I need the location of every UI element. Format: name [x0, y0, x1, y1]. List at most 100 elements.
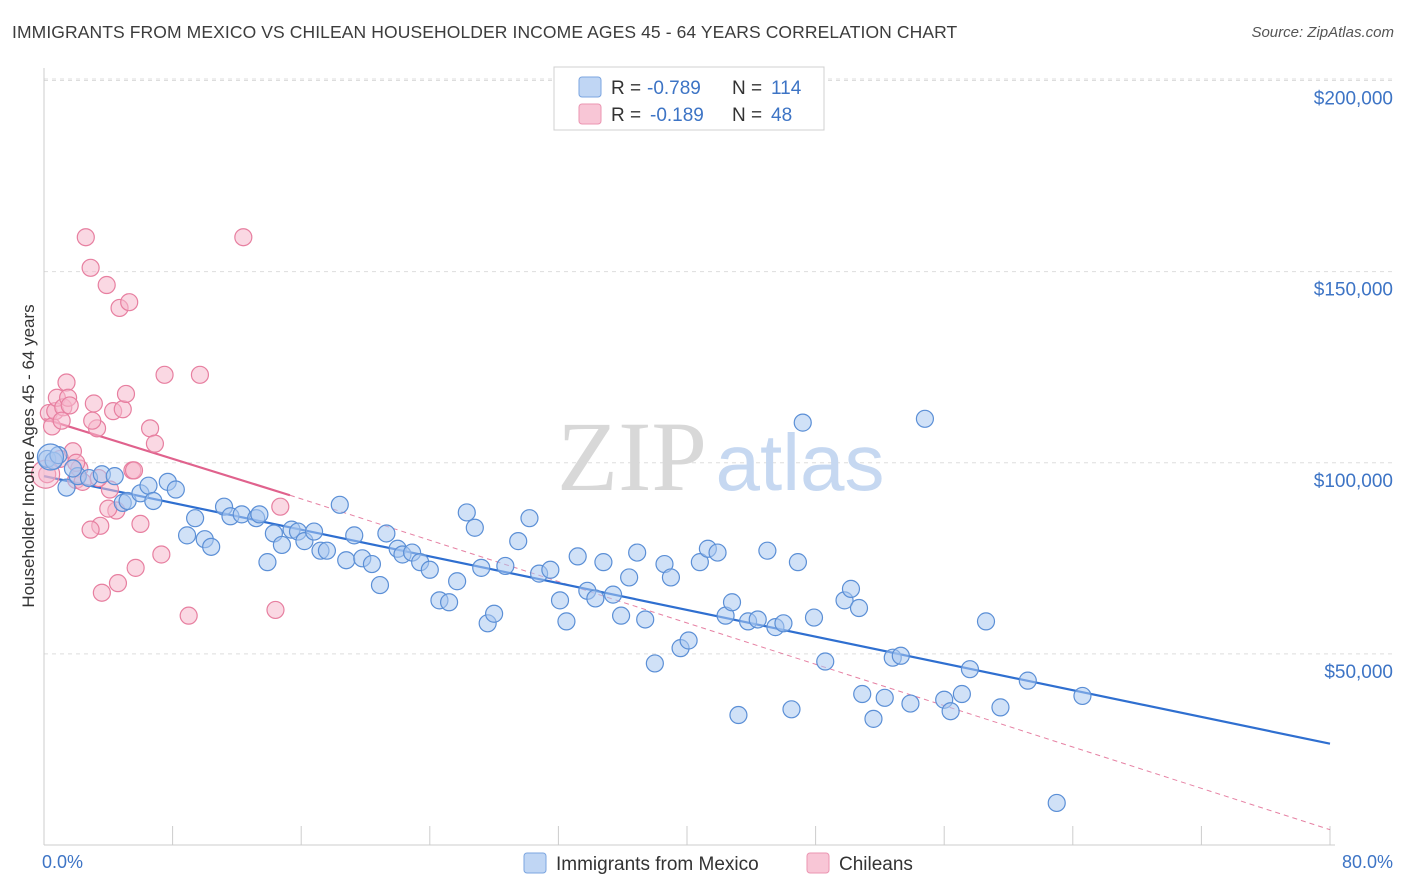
mexico-point-72	[661, 568, 681, 587]
mexico-point-13	[144, 491, 163, 511]
mexico-point-34	[330, 495, 349, 514]
mexico-point-98	[891, 646, 910, 665]
chileans-point-41	[108, 574, 128, 593]
chileans-point-38	[271, 497, 290, 516]
source-label: Source: ZipAtlas.com	[1251, 24, 1394, 41]
bottom-legend-label-mexico: Immigrants from Mexico	[556, 854, 759, 875]
mexico-point-16	[177, 526, 197, 545]
chileans-point-34	[179, 606, 198, 625]
mexico-point-103	[952, 684, 971, 704]
mexico-point-69	[636, 610, 655, 629]
mexico-point-cluster	[36, 443, 65, 471]
chileans-point-33	[155, 365, 174, 384]
mexico-point-94	[853, 684, 872, 704]
bottom-legend-swatch-blue	[523, 852, 547, 874]
legend-r-label-1: R =	[611, 78, 641, 99]
chileans-point-44	[83, 411, 102, 430]
chileans-point-29	[131, 514, 150, 534]
mexico-point-40	[377, 524, 396, 543]
chileans-point-43	[52, 411, 71, 430]
legend-n-value-2: 48	[771, 105, 792, 126]
mexico-point-65	[603, 585, 623, 604]
mexico-point-60	[557, 612, 576, 631]
mexico-point-85	[774, 614, 793, 633]
mexico-point-56	[520, 509, 539, 528]
mexico-point-39	[370, 575, 390, 595]
mexico-point-96	[875, 688, 894, 707]
mexico-point-80	[729, 705, 748, 725]
mexico-point-27	[272, 535, 292, 555]
mexico-point-74	[679, 631, 698, 650]
watermark-atlas: atlas	[716, 418, 885, 507]
mexico-point-92	[841, 579, 861, 598]
mexico-point-106	[991, 698, 1010, 717]
mexico-point-48	[448, 572, 467, 591]
chileans-point-7	[57, 373, 76, 392]
trend-line-chileans	[43, 417, 291, 497]
mexico-point-90	[816, 652, 835, 671]
chileans-point-37	[266, 600, 285, 620]
x-tick-label-max: 80.0%	[1342, 852, 1393, 872]
mexico-point-12	[139, 476, 158, 495]
mexico-point-55	[509, 532, 528, 551]
legend-r-label-2: R =	[611, 105, 641, 126]
mexico-point-77	[708, 543, 727, 562]
mexico-point-63	[586, 589, 605, 608]
y-tick-label-3: $200,000	[1314, 89, 1393, 110]
mexico-point-17	[186, 509, 205, 528]
x-ticks	[43, 826, 1331, 845]
mexico-point-58	[541, 560, 560, 579]
y-tick-label-2: $150,000	[1314, 280, 1393, 301]
chileans-point-32	[152, 545, 171, 564]
chileans-point-24	[113, 400, 132, 419]
mexico-point-33	[317, 541, 337, 560]
mexico-point-36	[345, 526, 364, 545]
mexico-point-59	[550, 591, 570, 610]
legend-n-label-2: N =	[732, 105, 762, 126]
mexico-point-54	[496, 556, 515, 576]
chileans-point-35	[190, 365, 210, 384]
mexico-point-35	[337, 551, 356, 570]
mexico-point-3	[57, 478, 76, 497]
legend-n-label-1: N =	[732, 78, 762, 99]
mexico-point-49	[457, 503, 476, 522]
mexico-point-5	[63, 459, 83, 478]
chart-title: IMMIGRANTS FROM MEXICO VS CHILEAN HOUSEH…	[12, 22, 958, 42]
y-tick-label-0: $50,000	[1324, 662, 1393, 683]
mexico-point-95	[864, 709, 883, 728]
mexico-point-82	[748, 610, 767, 629]
mexico-point-104	[960, 660, 980, 679]
mexico-point-89	[804, 608, 824, 627]
mexico-point-105	[976, 612, 996, 631]
chileans-point-45	[92, 583, 111, 602]
chileans-point-28	[126, 558, 145, 577]
mexico-point-102	[941, 702, 960, 721]
chileans-point-25	[116, 384, 136, 404]
mexico-point-47	[439, 593, 459, 612]
watermark-zip: ZIP	[557, 401, 707, 512]
mexico-point-87	[788, 553, 808, 572]
mexico-point-88	[793, 413, 812, 432]
mexico-point-68	[628, 543, 647, 562]
chileans-point-26	[120, 293, 139, 312]
mexico-point-108	[1047, 793, 1066, 813]
y-tick-label-1: $100,000	[1314, 471, 1393, 492]
x-tick-label-min: 0.0%	[42, 852, 83, 872]
mexico-point-64	[594, 553, 613, 572]
legend-swatch-blue	[578, 76, 602, 98]
y-tick-labels: $50,000 $100,000 $150,000 $200,000	[1314, 89, 1393, 683]
chileans-point-30	[140, 419, 160, 438]
mexico-point-67	[620, 568, 639, 587]
mexico-point-93	[849, 598, 869, 618]
mexico-point-25	[258, 553, 277, 572]
chileans-point-9	[60, 396, 79, 415]
series-legend: Immigrants from Mexico Chileans	[523, 852, 913, 875]
mexico-point-86	[782, 700, 801, 719]
mexico-point-99	[901, 694, 920, 713]
chileans-point-19	[97, 275, 116, 295]
mexico-point-24	[250, 505, 269, 524]
chileans-point-15	[81, 258, 100, 277]
correlation-legend: R = -0.789 N = 114 R = -0.189 N = 48	[553, 66, 825, 131]
bottom-legend-swatch-pink	[806, 852, 830, 874]
mexico-point-66	[611, 606, 631, 625]
